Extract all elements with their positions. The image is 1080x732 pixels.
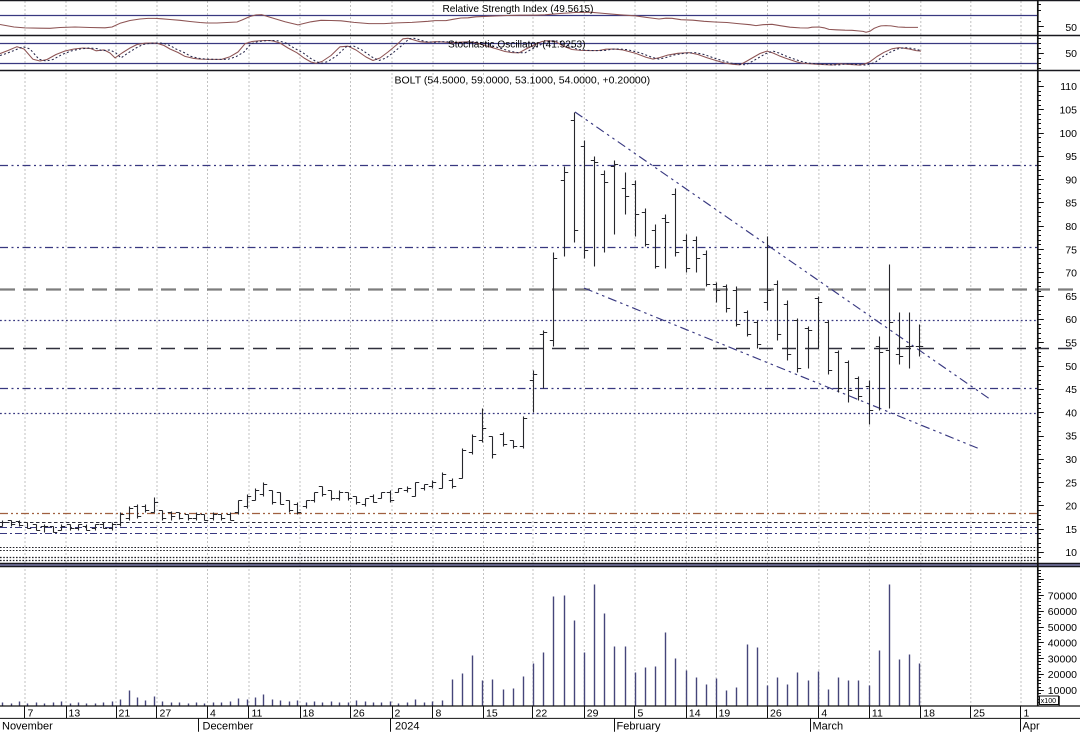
svg-text:30: 30 (1065, 454, 1077, 466)
svg-text:11: 11 (252, 708, 263, 720)
svg-text:95: 95 (1065, 151, 1077, 163)
svg-text:29: 29 (587, 708, 599, 720)
svg-text:Apr: Apr (1023, 721, 1040, 732)
svg-text:11: 11 (872, 708, 883, 720)
svg-text:65: 65 (1065, 291, 1077, 303)
svg-text:20: 20 (1065, 501, 1077, 513)
svg-text:2024: 2024 (395, 721, 419, 732)
svg-text:110: 110 (1060, 81, 1077, 93)
svg-text:60: 60 (1065, 314, 1077, 326)
svg-text:14: 14 (689, 708, 701, 720)
svg-text:15: 15 (1065, 524, 1077, 536)
svg-text:50: 50 (1065, 48, 1077, 60)
svg-text:x100: x100 (1041, 698, 1056, 705)
svg-text:70: 70 (1065, 268, 1077, 280)
svg-text:55: 55 (1065, 338, 1077, 350)
svg-text:13: 13 (69, 708, 81, 720)
svg-text:70000: 70000 (1048, 590, 1077, 602)
svg-text:50: 50 (1065, 22, 1077, 34)
svg-text:25: 25 (1065, 477, 1077, 489)
svg-text:8: 8 (436, 708, 442, 720)
svg-text:10: 10 (1065, 547, 1077, 559)
svg-text:20000: 20000 (1048, 669, 1077, 681)
svg-text:60000: 60000 (1048, 606, 1077, 618)
svg-text:5: 5 (638, 708, 644, 720)
svg-text:15: 15 (486, 708, 498, 720)
svg-text:4: 4 (210, 708, 216, 720)
svg-text:45: 45 (1065, 384, 1077, 396)
svg-text:75: 75 (1065, 244, 1077, 256)
svg-text:35: 35 (1065, 431, 1077, 443)
svg-text:March: March (813, 721, 844, 732)
svg-text:50000: 50000 (1048, 622, 1077, 634)
svg-text:18: 18 (303, 708, 315, 720)
svg-text:November: November (2, 721, 53, 732)
svg-text:10000: 10000 (1048, 685, 1077, 697)
svg-text:4: 4 (821, 708, 827, 720)
svg-text:26: 26 (770, 708, 782, 720)
svg-text:40: 40 (1065, 407, 1077, 419)
svg-text:December: December (203, 721, 254, 732)
svg-text:2: 2 (395, 708, 401, 720)
svg-text:40000: 40000 (1048, 638, 1077, 650)
svg-text:25: 25 (973, 708, 985, 720)
svg-text:105: 105 (1059, 105, 1077, 117)
svg-text:27: 27 (160, 708, 172, 720)
svg-text:1: 1 (1024, 708, 1030, 720)
svg-text:22: 22 (536, 708, 548, 720)
svg-text:21: 21 (119, 708, 131, 720)
svg-text:Relative Strength Index (49.56: Relative Strength Index (49.5615) (443, 4, 594, 15)
svg-text:80: 80 (1065, 221, 1077, 233)
svg-text:90: 90 (1065, 174, 1077, 186)
svg-text:100: 100 (1059, 128, 1077, 140)
svg-text:19: 19 (719, 708, 731, 720)
svg-text:30000: 30000 (1048, 653, 1077, 665)
svg-text:85: 85 (1065, 198, 1077, 210)
svg-text:18: 18 (923, 708, 935, 720)
svg-text:BOLT (54.5000, 59.0000, 53.100: BOLT (54.5000, 59.0000, 53.1000, 54.0000… (395, 74, 651, 86)
svg-text:February: February (617, 721, 662, 732)
svg-text:50: 50 (1065, 361, 1077, 373)
svg-text:7: 7 (28, 708, 34, 720)
svg-text:Stochastic Oscillator (41.9253: Stochastic Oscillator (41.9253) (448, 40, 585, 51)
svg-text:26: 26 (353, 708, 365, 720)
